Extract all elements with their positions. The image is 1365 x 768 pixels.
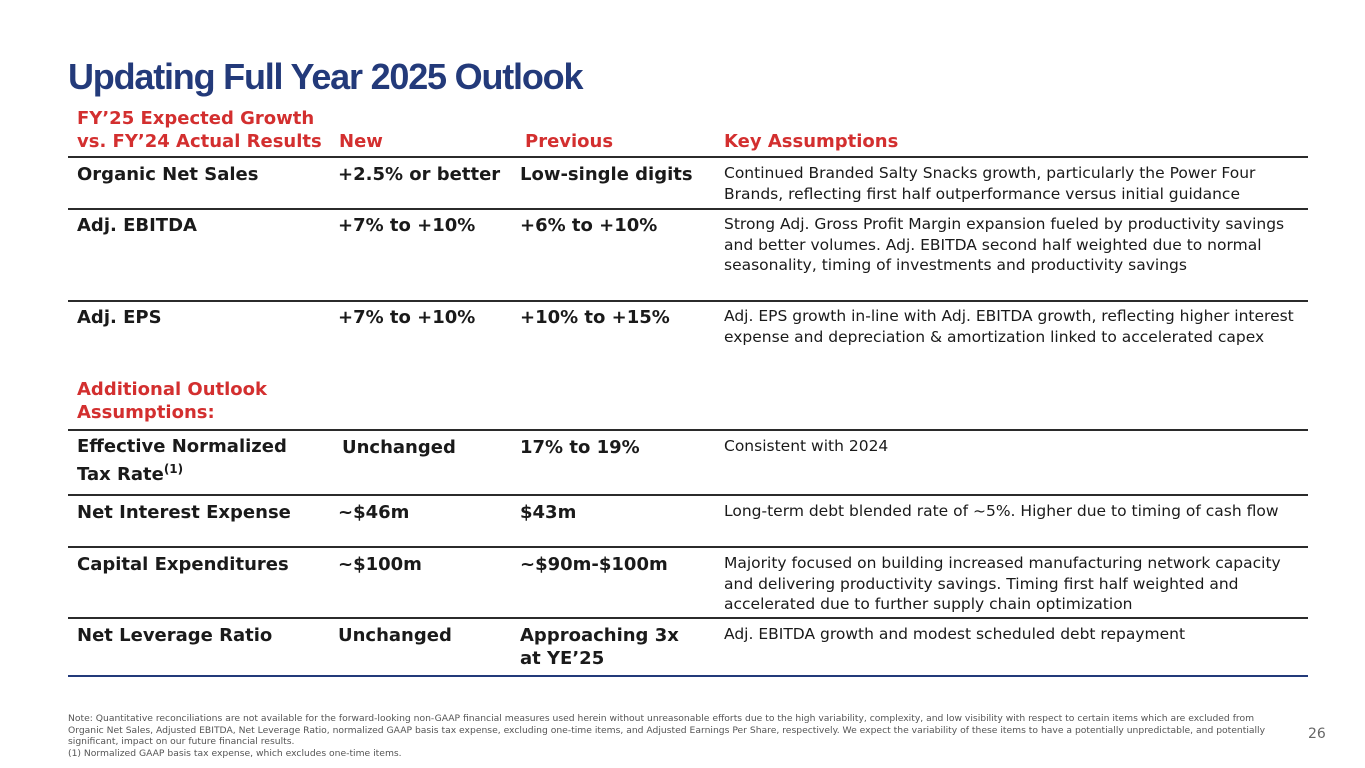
header-previous: Previous [525, 131, 614, 152]
footnote-1: (1) Normalized GAAP basis tax expense, w… [68, 747, 402, 759]
previous-value: 17% to 19% [520, 437, 640, 458]
new-value: ~$46m [338, 502, 410, 523]
new-value: +7% to +10% [338, 215, 476, 236]
previous-value: +10% to +15% [520, 307, 670, 328]
previous-value-line1: Approaching 3x [520, 625, 679, 646]
metric-label: Capital Expenditures [77, 554, 289, 575]
divider [68, 300, 1308, 302]
metric-label: Organic Net Sales [77, 164, 259, 185]
assumption-text: Long-term debt blended rate of ~5%. High… [724, 502, 1279, 520]
new-value: Unchanged [338, 625, 452, 646]
assumption-text: Adj. EBITDA growth and modest scheduled … [724, 625, 1186, 643]
previous-value-line2: at YE’25 [520, 648, 605, 669]
metric-label: Effective Normalized Tax Rate(1) [77, 433, 287, 489]
header-new: New [339, 131, 383, 152]
additional-outlook-heading: Additional Outlook Assumptions: [77, 378, 267, 424]
divider [68, 546, 1308, 548]
previous-value: ~$90m-$100m [520, 554, 668, 575]
assumption-text: Adj. EPS growth in-line with Adj. EBITDA… [724, 307, 1294, 346]
additional-heading-line2: Assumptions: [77, 402, 215, 423]
divider [68, 208, 1308, 210]
metric-label: Net Leverage Ratio [77, 625, 273, 646]
metric-label: Adj. EBITDA [77, 215, 197, 236]
previous-value: Approaching 3x at YE’25 [520, 624, 679, 670]
header-key-assumptions: Key Assumptions [724, 131, 899, 152]
page-title: Updating Full Year 2025 Outlook [68, 56, 583, 97]
additional-heading-line1: Additional Outlook [77, 379, 268, 400]
page-number: 26 [1308, 726, 1326, 742]
header-growth-line2: vs. FY’24 Actual Results [77, 131, 322, 152]
header-growth-line1: FY’25 Expected Growth [77, 108, 315, 129]
footnote-note: Note: Quantitative reconciliations are n… [68, 713, 1266, 748]
previous-value: +6% to +10% [520, 215, 658, 236]
new-value: Unchanged [342, 437, 456, 458]
new-value: +7% to +10% [338, 307, 476, 328]
assumption-text: Majority focused on building increased m… [724, 554, 1281, 613]
table-bottom-rule [68, 675, 1308, 677]
divider [68, 429, 1308, 431]
assumption-text: Continued Branded Salty Snacks growth, p… [724, 164, 1256, 203]
footnote-block: Note: Quantitative reconciliations are n… [68, 713, 1273, 759]
new-value: +2.5% or better [338, 164, 501, 185]
new-value: ~$100m [338, 554, 422, 575]
previous-value: $43m [520, 502, 577, 523]
previous-value: Low-single digits [520, 164, 693, 185]
footnote-marker: (1) [163, 462, 184, 476]
divider [68, 156, 1308, 158]
header-growth-label: FY’25 Expected Growth vs. FY’24 Actual R… [77, 107, 322, 153]
divider [68, 494, 1308, 496]
metric-label-line1: Effective Normalized [77, 436, 287, 457]
metric-label: Adj. EPS [77, 307, 162, 328]
divider [68, 617, 1308, 619]
assumption-text: Consistent with 2024 [724, 437, 889, 455]
assumption-text: Strong Adj. Gross Profit Margin expansio… [724, 215, 1285, 274]
metric-label-line2: Tax Rate [77, 464, 164, 485]
metric-label: Net Interest Expense [77, 502, 291, 523]
